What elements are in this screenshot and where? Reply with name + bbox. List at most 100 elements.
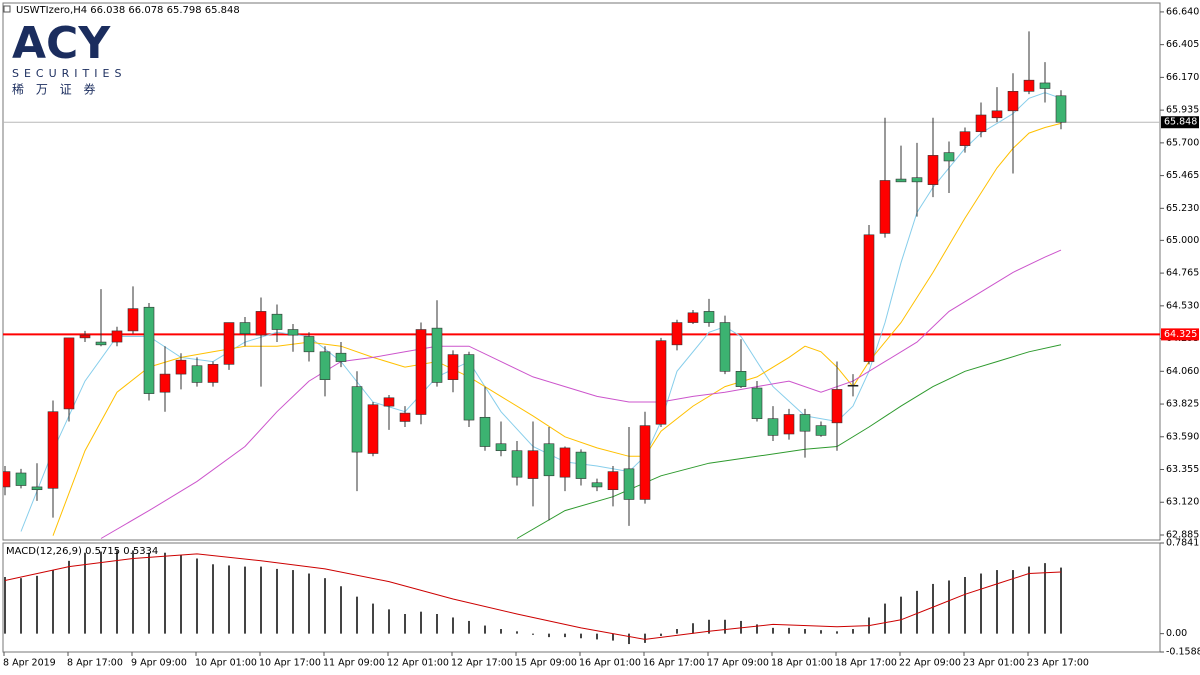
x-tick-label: 12 Apr 01:00 (387, 658, 449, 669)
candle-body (591, 482, 603, 488)
candle-body (687, 312, 699, 323)
candle-body (15, 472, 27, 486)
x-tick-label: 22 Apr 09:00 (899, 658, 961, 669)
candle-body (559, 447, 571, 478)
candle-body (63, 337, 75, 410)
candle-body (159, 373, 171, 393)
candle-body (527, 450, 539, 479)
candle-body (1039, 82, 1051, 89)
moving-average-line (52, 122, 1062, 536)
y-tick-label: 63.120 (1166, 497, 1199, 508)
candle-body (79, 334, 91, 339)
price-label: 65.848 (1164, 117, 1197, 128)
candle-body (223, 322, 235, 365)
y-tick-label: 63.825 (1166, 399, 1199, 410)
chart-layer: 66.640 66.405 66.170 65.935 65.700 65.465 65.2… (3, 6, 1200, 669)
candle-body (335, 352, 347, 362)
x-tick-label: 11 Apr 09:00 (323, 658, 385, 669)
candle-body (511, 450, 523, 478)
macd-panel-frame (2, 542, 1161, 653)
y-tick-label: 64.530 (1166, 300, 1199, 311)
candle-body (575, 451, 587, 479)
y-tick-label: 64.765 (1166, 268, 1199, 279)
x-tick-label: 23 Apr 17:00 (1027, 658, 1089, 669)
x-tick-label: 16 Apr 01:00 (579, 658, 641, 669)
candle-body (351, 386, 363, 453)
x-tick-label: 8 Apr 2019 (3, 658, 56, 669)
x-tick-label: 15 Apr 09:00 (515, 658, 577, 669)
candle-body (367, 404, 379, 454)
candle-body (255, 311, 267, 336)
candle-body (415, 329, 427, 415)
candle-body (959, 131, 971, 146)
candle-body (495, 443, 507, 452)
y-tick-label: 66.640 (1166, 6, 1199, 17)
candle-body (431, 327, 443, 383)
candle-body (95, 341, 107, 346)
price-label-box (1161, 328, 1199, 341)
candle-body (815, 425, 827, 436)
x-tick-label: 17 Apr 09:00 (707, 658, 769, 669)
candle-body (783, 414, 795, 435)
candle-body (127, 308, 139, 332)
x-tick-label: 8 Apr 17:00 (67, 658, 123, 669)
candle-body (175, 359, 187, 375)
candle-body (847, 384, 859, 387)
x-tick-label: 18 Apr 17:00 (835, 658, 897, 669)
y-tick-label: 66.170 (1166, 72, 1199, 83)
candle-body (767, 418, 779, 436)
chart-title: USWTIzero,H4 66.038 66.078 65.798 65.848 (16, 5, 240, 16)
candle-body (271, 313, 283, 330)
y-tick-label: 63.590 (1166, 431, 1199, 442)
candle-body (655, 340, 667, 425)
price-label: 64.325 (1164, 329, 1197, 340)
macd-signal-line (4, 553, 1062, 640)
candle-body (863, 234, 875, 362)
x-tick-label: 9 Apr 09:00 (131, 658, 187, 669)
candle-body (383, 397, 395, 407)
candle-body (1055, 95, 1067, 123)
candle-body (1023, 79, 1035, 92)
candle-body (207, 364, 219, 383)
y-tick-label: 66.405 (1166, 39, 1199, 50)
y-tick-label: 65.465 (1166, 170, 1199, 181)
moving-average-line (20, 92, 1062, 532)
candle-body (1007, 91, 1019, 112)
candle-body (735, 371, 747, 387)
candle-body (623, 468, 635, 500)
logo: ACY SECURITIES 稀 万 证 券 (12, 18, 126, 97)
candle-body (47, 411, 59, 489)
macd-plot (4, 550, 1062, 645)
y-tick-label: 65.230 (1166, 203, 1199, 214)
candle-body (463, 354, 475, 421)
candle-body (927, 155, 939, 185)
y-tick-label: 65.935 (1166, 105, 1199, 116)
candle-body (911, 177, 923, 183)
x-tick-label: 18 Apr 01:00 (771, 658, 833, 669)
y-tick-label: 62.885 (1166, 529, 1199, 540)
x-tick-label: 16 Apr 17:00 (643, 658, 705, 669)
macd-title: MACD(12,26,9) 0.5715 0.5334 (6, 546, 158, 557)
logo-chinese: 稀 万 证 券 (12, 82, 99, 97)
moving-average-line (100, 249, 1062, 539)
logo-tagline: SECURITIES (12, 67, 126, 80)
candle-body (831, 389, 843, 424)
candle-body (703, 311, 715, 323)
y-tick-label: 63.355 (1166, 464, 1199, 475)
logo-name: ACY (12, 18, 111, 69)
x-tick-label: 23 Apr 01:00 (963, 658, 1025, 669)
y-tick-label: -0.1588 (1166, 647, 1200, 658)
candle-body (607, 471, 619, 491)
candle-body (3, 471, 11, 488)
price-plot (3, 31, 1160, 539)
candle-body (879, 180, 891, 234)
x-tick-label: 12 Apr 17:00 (451, 658, 513, 669)
candle-body (319, 351, 331, 380)
candle-body (143, 306, 155, 394)
candle-body (303, 336, 315, 353)
symbol-icon (3, 5, 11, 13)
candle-body (975, 114, 987, 133)
candle-body (799, 414, 811, 432)
candle-body (671, 322, 683, 346)
